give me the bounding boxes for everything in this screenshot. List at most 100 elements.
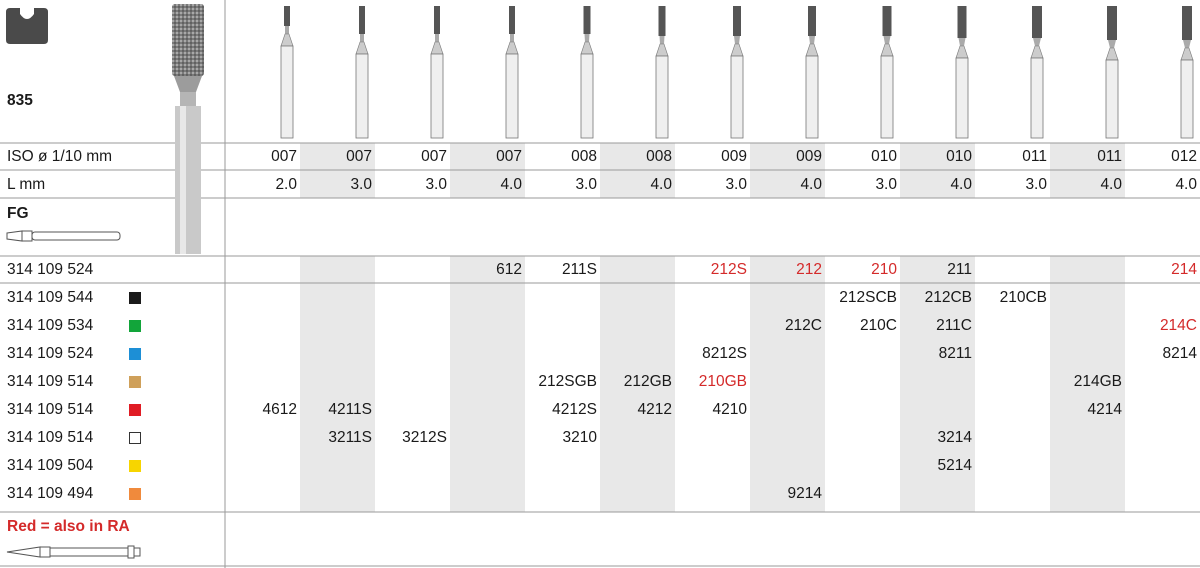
bur-neck [1183, 40, 1191, 48]
table-cell: 3214 [937, 429, 972, 446]
bur-taper [805, 43, 819, 57]
header-cell: 010 [946, 148, 972, 165]
header-cell: 011 [1022, 148, 1047, 165]
bur-head [808, 6, 816, 36]
bur-shank [430, 53, 444, 139]
bur-neck [435, 34, 439, 42]
column-bur-image [505, 6, 519, 139]
article-number: 314 109 524 [7, 345, 94, 362]
bur-head [733, 6, 741, 36]
header-cell: 007 [496, 148, 522, 165]
color-ring-swatch [129, 488, 141, 500]
column-bur-image [355, 6, 369, 139]
shaded-column-body [450, 256, 525, 512]
bur-neck [584, 34, 590, 42]
bur-shank [505, 53, 519, 139]
table-cell: 4612 [262, 401, 297, 418]
table-cell: 211 [947, 261, 972, 278]
column-bur-image [730, 6, 744, 139]
table-cell: 210GB [698, 373, 747, 390]
table-cell: 4210 [712, 401, 747, 418]
bur-neck [360, 34, 364, 42]
header-cell: 011 [1097, 148, 1122, 165]
header-cell: 3.0 [1025, 176, 1047, 193]
table-cell: 214 [1171, 261, 1197, 278]
bur-head [583, 6, 591, 34]
header-cell: 4.0 [1175, 176, 1197, 193]
table-cell: 212 [796, 261, 822, 278]
table-cell: 212C [784, 317, 822, 334]
column-bur-image [280, 6, 294, 139]
bur-neck [1033, 38, 1041, 46]
table-cell: 5214 [937, 457, 972, 474]
header-cell: 4.0 [950, 176, 972, 193]
article-number: 314 109 544 [7, 289, 94, 306]
bur-neck [958, 38, 966, 46]
bur-shank [580, 53, 594, 139]
article-number: 314 109 514 [7, 401, 94, 418]
shaded-column-body [1050, 256, 1125, 512]
header-cell: 008 [646, 148, 672, 165]
bur-taper [430, 41, 444, 55]
bur-head [359, 6, 365, 34]
bur-head [957, 6, 967, 38]
article-number: 314 109 524 [7, 261, 94, 278]
bur-profile-notch [20, 8, 34, 19]
bur-shank [880, 55, 894, 139]
bur-taper [580, 41, 594, 55]
footnote: Red = also in RA [7, 518, 130, 535]
bur-neck [883, 36, 891, 44]
header-cell: 3.0 [350, 176, 372, 193]
bur-shank [655, 55, 669, 139]
table-cell: 4211S [328, 401, 372, 418]
bur-head [658, 6, 666, 36]
bur-shank [730, 55, 744, 139]
header-row-label: ISO ø 1/10 mm [7, 148, 113, 165]
bur-neck [809, 36, 815, 44]
table-cell: 8212S [702, 345, 747, 362]
column-bur-image [580, 6, 594, 139]
color-ring-swatch [129, 292, 141, 304]
ra-bur-icon [6, 545, 141, 559]
bur-shank [955, 57, 969, 139]
table-cell: 212SGB [538, 373, 597, 390]
column-bur-image [1180, 6, 1194, 139]
bur-neck [1108, 40, 1116, 48]
header-cell: 009 [796, 148, 822, 165]
bur-taper [730, 43, 744, 57]
table-cell: 612 [496, 261, 522, 278]
header-cell: 010 [871, 148, 897, 165]
article-number: 314 109 534 [7, 317, 94, 334]
table-cell: 214C [1159, 317, 1197, 334]
header-cell: 012 [1171, 148, 1197, 165]
bur-neck [734, 36, 740, 44]
bur-neck [659, 36, 665, 44]
header-cell: 009 [721, 148, 747, 165]
bur-shank [805, 55, 819, 139]
bur-taper [280, 33, 294, 47]
bur-profile-icon [6, 8, 48, 44]
large-bur-image [172, 4, 204, 254]
color-ring-swatch [129, 404, 141, 416]
table-cell: 212SCB [839, 289, 897, 306]
article-number: 314 109 514 [7, 429, 94, 446]
header-cell: 007 [421, 148, 447, 165]
header-cell: 4.0 [800, 176, 822, 193]
bur-taper [655, 43, 669, 57]
bur-shank [1030, 57, 1044, 139]
column-bur-image [430, 6, 444, 139]
header-cell: 4.0 [500, 176, 522, 193]
bur-neck [510, 34, 514, 42]
table-cell: 4212S [552, 401, 597, 418]
table-cell: 210 [871, 261, 897, 278]
table-cell: 3212S [402, 429, 447, 446]
bur-taper [955, 45, 969, 59]
table-cell: 210C [859, 317, 897, 334]
column-bur-image [655, 6, 669, 139]
table-cell: 212GB [623, 373, 672, 390]
bur-head [1107, 6, 1117, 40]
bur-taper [1105, 47, 1119, 61]
article-number: 314 109 494 [7, 485, 94, 502]
column-bur-image [805, 6, 819, 139]
